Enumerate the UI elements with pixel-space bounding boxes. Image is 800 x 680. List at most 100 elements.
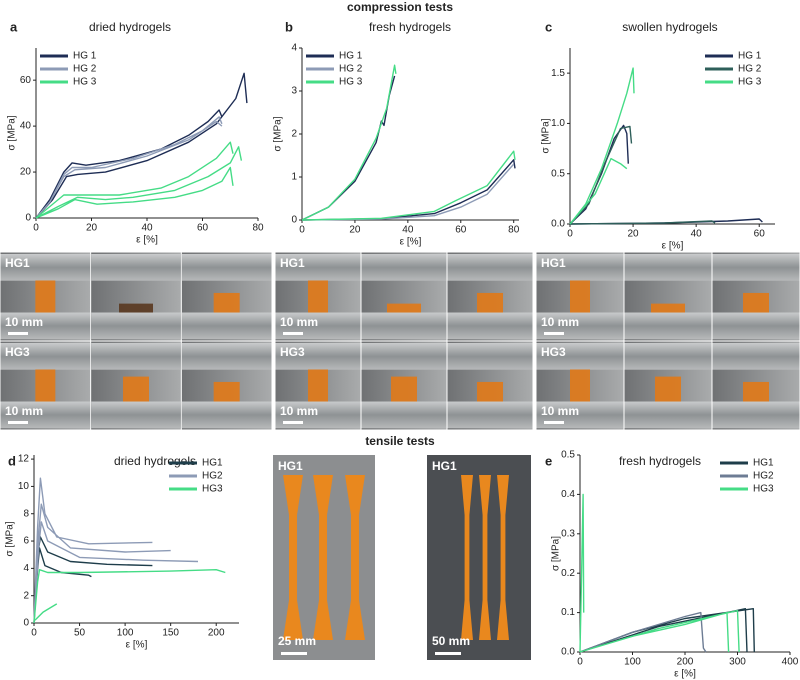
y-tick-label: 1 <box>291 172 297 183</box>
y-tick-label: 3 <box>291 86 297 97</box>
plate <box>712 312 800 340</box>
photo-label: HG1 <box>280 256 305 270</box>
x-tick-label: 300 <box>729 657 746 668</box>
plate <box>275 254 361 281</box>
plate <box>361 343 447 370</box>
y-tick-label: 12 <box>18 454 30 465</box>
series-line <box>301 64 516 221</box>
scale-bar <box>544 332 564 335</box>
x-tick-label: 20 <box>349 225 361 236</box>
legend-label: HG1 <box>753 458 774 469</box>
scale-label: 25 mm <box>278 634 316 648</box>
legend-label: HG2 <box>202 471 223 482</box>
plate <box>181 401 272 429</box>
plate <box>624 254 712 281</box>
x-tick-label: 0 <box>577 657 583 668</box>
y-tick-label: 0 <box>291 215 297 226</box>
x-tick-label: 20 <box>628 229 640 240</box>
x-axis-label: ε [%] <box>126 640 148 651</box>
series-line <box>301 75 516 221</box>
photo-label: HG3 <box>5 345 30 359</box>
y-tick-label: 8 <box>23 508 29 519</box>
plate <box>536 343 624 370</box>
panel-label: b <box>285 19 293 34</box>
hydrogel-sample <box>477 292 503 313</box>
y-axis-label: σ [MPa] <box>541 118 552 153</box>
x-axis-label: ε [%] <box>136 235 158 246</box>
y-tick-label: 0.5 <box>551 168 565 179</box>
photo-label: HG1 <box>541 256 566 270</box>
x-tick-label: 40 <box>402 225 414 236</box>
plate <box>536 254 624 281</box>
hydrogel-sample <box>743 292 769 313</box>
x-tick-label: 50 <box>74 628 86 639</box>
x-tick-label: 400 <box>782 657 799 668</box>
plate <box>275 343 361 370</box>
scale-label: 10 mm <box>541 404 579 418</box>
scale-bar <box>8 421 28 424</box>
y-tick-label: 0.3 <box>561 528 575 539</box>
plate <box>624 401 712 429</box>
y-tick-label: 10 <box>18 481 30 492</box>
plate <box>0 254 91 281</box>
plate <box>181 343 272 370</box>
hydrogel-sample <box>308 369 328 402</box>
plate <box>447 343 533 370</box>
hydrogel-sample <box>477 381 503 402</box>
y-tick-label: 20 <box>20 167 32 178</box>
hydrogel-sample <box>213 381 240 402</box>
hydrogel-sample <box>35 280 56 313</box>
legend-label: HG 1 <box>738 51 762 62</box>
legend-label: HG 1 <box>73 51 97 62</box>
specimen <box>461 475 473 640</box>
section-title: tensile tests <box>365 434 435 448</box>
plate <box>624 312 712 340</box>
x-tick-label: 60 <box>197 223 209 234</box>
plate <box>361 254 447 281</box>
plate <box>447 401 533 429</box>
y-tick-label: 0.2 <box>561 568 575 579</box>
specimen <box>283 475 303 640</box>
plate <box>91 254 181 281</box>
x-tick-label: 80 <box>508 225 520 236</box>
scale-bar <box>8 332 28 335</box>
chart-title: fresh hydrogels <box>369 20 451 34</box>
legend-label: HG3 <box>202 484 223 495</box>
x-tick-label: 0 <box>567 229 573 240</box>
legend-label: HG1 <box>202 458 223 469</box>
x-tick-label: 60 <box>754 229 766 240</box>
chart-title: dried hydrogels <box>114 454 196 468</box>
hydrogel-sample <box>391 376 417 402</box>
hydrogel-sample <box>387 303 421 313</box>
plate <box>361 401 447 429</box>
y-tick-label: 2 <box>23 590 29 601</box>
y-tick-label: 0.0 <box>561 647 575 658</box>
legend-label: HG 2 <box>73 64 97 75</box>
series-line <box>33 569 226 624</box>
scale-label: 10 mm <box>541 315 579 329</box>
x-tick-label: 40 <box>691 229 703 240</box>
plate <box>181 254 272 281</box>
x-axis-label: ε [%] <box>674 669 696 680</box>
y-axis-label: σ [MPa] <box>7 115 18 150</box>
photo-label: HG1 <box>5 256 30 270</box>
y-tick-label: 2 <box>291 129 297 140</box>
plate <box>712 343 800 370</box>
scale-bar <box>435 652 461 655</box>
photo-label: HG3 <box>541 345 566 359</box>
legend-label: HG3 <box>753 484 774 495</box>
legend-label: HG 3 <box>738 77 762 88</box>
hydrogel-sample <box>570 369 590 402</box>
x-tick-label: 80 <box>252 223 264 234</box>
legend-label: HG 3 <box>339 77 363 88</box>
x-tick-label: 20 <box>86 223 98 234</box>
series-line <box>579 493 740 653</box>
scale-bar <box>283 421 303 424</box>
series-line <box>35 72 248 219</box>
plate <box>361 312 447 340</box>
scale-label: 10 mm <box>5 404 43 418</box>
series-line <box>569 125 716 225</box>
specimen <box>313 475 333 640</box>
plate <box>181 312 272 340</box>
y-tick-label: 4 <box>23 563 29 574</box>
